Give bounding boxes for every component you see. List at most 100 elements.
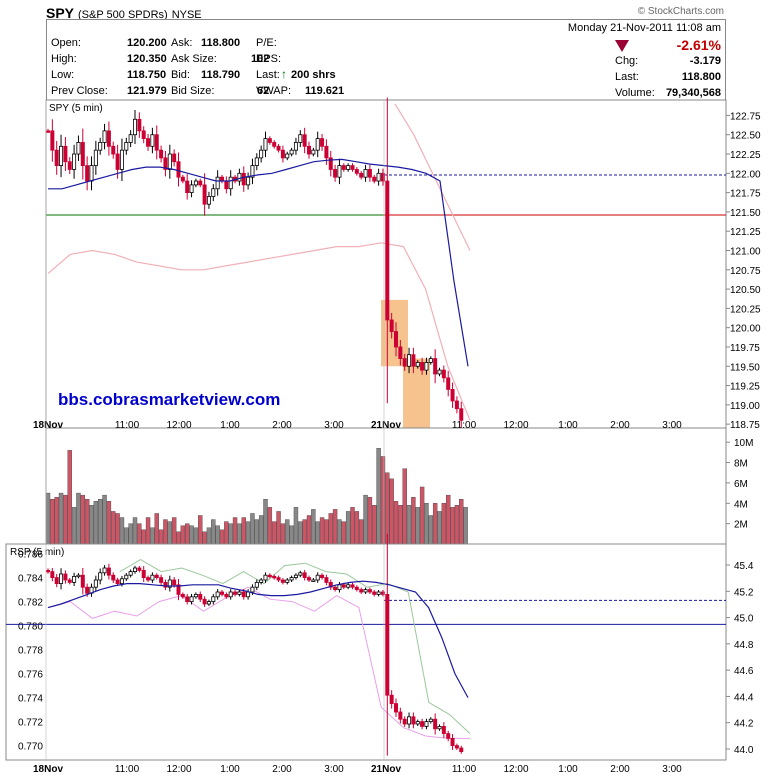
ask-size-value: 102 xyxy=(251,53,270,65)
volume-bar xyxy=(350,507,355,545)
volume-bar xyxy=(380,456,386,545)
rsp-candle xyxy=(346,584,351,588)
volume-bar xyxy=(145,517,151,545)
spy-candle xyxy=(59,145,64,166)
volume-bar xyxy=(93,501,99,545)
volume-bar xyxy=(158,529,164,545)
rsp-candle xyxy=(398,711,403,720)
rsp-candle xyxy=(380,591,385,595)
spy-candle xyxy=(363,169,368,178)
volume-bar xyxy=(254,519,260,545)
rsp-candle xyxy=(333,586,338,591)
rsp-candle xyxy=(167,579,172,588)
spy-candle xyxy=(354,169,359,174)
spy-candle xyxy=(411,354,416,367)
spy-candle xyxy=(254,157,259,167)
volume-axis-tick-label: 10M xyxy=(734,438,753,449)
rsp-candle xyxy=(254,582,259,588)
volume-bar xyxy=(102,494,107,545)
price-axis-tick-label: 120.00 xyxy=(730,324,761,335)
spy-candle xyxy=(72,153,77,170)
spy-candle xyxy=(372,176,377,182)
x-axis-label: 12:00 xyxy=(166,420,191,431)
high-value: 120.350 xyxy=(127,53,167,65)
spy-candle xyxy=(341,165,346,170)
spy-candle xyxy=(141,130,146,139)
spy-candle xyxy=(302,134,307,147)
rsp-candle xyxy=(420,721,425,727)
volume-bar xyxy=(250,513,255,545)
rsp-right-tick-label: 45.4 xyxy=(734,561,754,572)
change-label: Chg: xyxy=(615,55,639,67)
x-axis-label: 1:00 xyxy=(220,420,240,431)
price-axis-tick-label: 122.50 xyxy=(730,131,761,142)
rsp-candle xyxy=(163,582,168,588)
rsp-right-tick-label: 45.2 xyxy=(734,587,754,598)
volume-bar xyxy=(406,505,412,545)
volume-bar xyxy=(206,527,212,545)
spy-candle xyxy=(376,172,381,182)
x-axis-label: 11:00 xyxy=(115,420,140,431)
volume-bar xyxy=(463,507,468,545)
open-value: 120.200 xyxy=(127,37,167,49)
spy-candle xyxy=(420,361,425,371)
rsp-candle xyxy=(337,584,342,590)
open-label: Open: xyxy=(51,37,81,49)
volume-bar xyxy=(106,501,112,545)
rsp-candle xyxy=(402,718,407,725)
volume-bar xyxy=(89,505,94,545)
rsp-candle xyxy=(372,591,377,595)
quote-info-box: Open: 120.200 High: 120.350 Low: 118.750… xyxy=(46,19,726,102)
volume-bar xyxy=(354,511,360,545)
volume-bar xyxy=(389,478,394,545)
volume-bar xyxy=(54,496,59,545)
rsp-candle xyxy=(98,572,103,581)
price-axis-tick-label: 119.00 xyxy=(730,401,760,412)
price-ema-line xyxy=(48,158,469,367)
volume-bar xyxy=(237,523,242,545)
volume-bar xyxy=(276,511,281,545)
rsp-candle xyxy=(350,584,355,588)
quote-date: Monday 21-Nov-2011 11:08 am xyxy=(567,22,721,34)
rsp-candle xyxy=(450,738,455,747)
last-price-value: 118.800 xyxy=(681,71,721,83)
rsp-candle xyxy=(441,726,446,735)
volume-bar xyxy=(315,521,320,545)
rsp-candle xyxy=(267,574,272,578)
x-axis-label: 11:00 xyxy=(115,764,140,775)
volume-bar xyxy=(176,531,181,545)
rsp-candle xyxy=(415,721,420,725)
volume-bar xyxy=(441,503,447,545)
spy-candle xyxy=(450,389,455,402)
volume-bar xyxy=(367,496,373,545)
rsp-candle xyxy=(180,594,185,598)
spy-candle xyxy=(311,149,316,155)
volume-bar xyxy=(393,501,399,545)
watermark-text: bbs.cobrasmarketview.com xyxy=(58,390,280,409)
volume-bar xyxy=(76,492,81,545)
x-axis-label: 21Nov xyxy=(371,764,401,775)
volume-bar xyxy=(154,513,159,545)
volume-bar xyxy=(258,515,264,545)
spy-candle xyxy=(215,176,220,190)
rsp-candle xyxy=(411,716,416,725)
x-axis-label: 3:00 xyxy=(324,764,344,775)
ask-value: 118.800 xyxy=(201,37,241,49)
rsp-candle xyxy=(119,578,124,584)
spy-candle xyxy=(163,157,168,170)
spy-candle xyxy=(50,130,55,151)
rsp-candle xyxy=(46,570,51,573)
volume-bar xyxy=(293,507,299,545)
spy-candle xyxy=(333,169,338,178)
rsp-candle xyxy=(111,574,116,581)
rsp-candle xyxy=(228,591,233,598)
price-axis-tick-label: 119.50 xyxy=(730,362,760,373)
rsp-right-tick-label: 44.4 xyxy=(734,692,754,703)
rsp-candle xyxy=(276,577,281,581)
x-axis-label: 3:00 xyxy=(662,420,682,431)
rsp-left-tick-label: 0.780 xyxy=(18,622,43,633)
x-axis-label: 3:00 xyxy=(324,420,344,431)
spy-candle xyxy=(328,157,333,170)
spy-candle xyxy=(276,145,281,151)
